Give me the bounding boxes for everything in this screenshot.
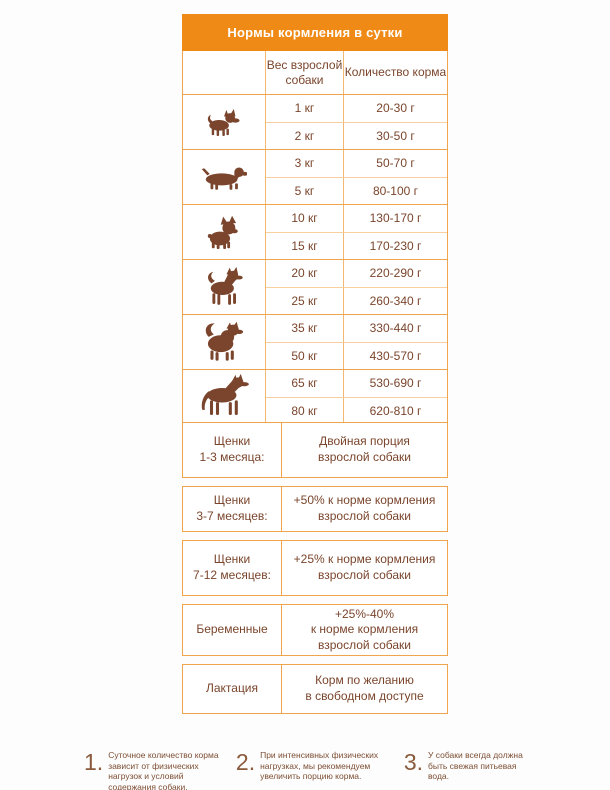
weight-value: 10 кг [266, 205, 344, 232]
bulldog-dog-icon [183, 205, 266, 259]
amount-value: 130-170 г [369, 211, 422, 226]
amount-value: 170-230 г [369, 238, 422, 253]
column-header-row: Вес взрослой собаки Количество корма [183, 51, 447, 95]
table-title: Нормы кормления в сутки [182, 14, 448, 51]
table-row: 65 кг 530-690 г [266, 370, 447, 397]
column-header-empty [183, 51, 266, 94]
special-row-lactation: Лактация Корм по желанию в свободном дос… [182, 664, 448, 714]
dachshund-dog-icon [183, 150, 266, 204]
special-label: Беременные [183, 605, 282, 655]
weight-group-dachshund: 3 кг 50-70 г 5 кг 80-100 г [183, 150, 447, 205]
table-row: 50 кг 430-570 г [266, 341, 447, 369]
feeding-table: Нормы кормления в сутки Вес взрослой соб… [182, 14, 448, 425]
weight-value: 5 кг [266, 177, 344, 204]
special-row-pregnant: Беременные +25%-40% к норме кормления вз… [182, 604, 448, 656]
weight-group-toy: 1 кг 20-30 г 2 кг 30-50 г [183, 95, 447, 150]
weight-value: 25 кг [266, 287, 344, 314]
weight-value: 80 кг [266, 397, 344, 424]
weight-value: 65 кг [266, 370, 344, 397]
amount-value: 530-690 г [369, 376, 422, 391]
special-label: Щенки 1-3 месяца: [183, 423, 282, 477]
footnote-number: 3. [403, 749, 423, 775]
amount-value: 220-290 г [369, 266, 422, 281]
table-row: 5 кг 80-100 г [266, 176, 447, 204]
weight-value: 20 кг [266, 260, 344, 287]
special-label: Щенки 3-7 месяцев: [183, 487, 282, 531]
table-row: 10 кг 130-170 г [266, 205, 447, 232]
column-header-weight: Вес взрослой собаки [266, 51, 344, 94]
footnote-3: 3. У собаки всегда должна быть свежая пи… [404, 750, 536, 790]
weight-value: 35 кг [266, 315, 344, 342]
weight-group-spitz: 35 кг 330-440 г 50 кг 430-570 г [183, 315, 447, 370]
table-row: 3 кг 50-70 г [266, 150, 447, 177]
weight-value: 50 кг [266, 342, 344, 369]
special-label: Щенки 7-12 месяцев: [183, 541, 282, 595]
table-row: 20 кг 220-290 г [266, 260, 447, 287]
special-value: +25% к норме кормления взрослой собаки [293, 552, 436, 582]
amount-value: 80-100 г [372, 183, 419, 198]
special-row-puppies-7-12: Щенки 7-12 месяцев: +25% к норме кормлен… [182, 540, 448, 596]
weight-value: 3 кг [266, 150, 344, 177]
amount-value: 30-50 г [376, 128, 415, 143]
special-value: +50% к норме кормления взрослой собаки [293, 493, 436, 523]
special-feeding-section: Щенки 1-3 месяца: Двойная порция взросло… [182, 422, 448, 714]
column-header-amount: Количество корма [344, 65, 447, 79]
footnotes: 1. Суточное количество корма зависит от … [84, 750, 536, 790]
special-row-puppies-1-3: Щенки 1-3 месяца: Двойная порция взросло… [182, 422, 448, 478]
special-value: Корм по желанию в свободном доступе [305, 673, 424, 703]
weight-value: 2 кг [266, 122, 344, 149]
amount-value: 620-810 г [369, 403, 422, 418]
footnote-1: 1. Суточное количество корма зависит от … [84, 750, 230, 790]
table-row: 1 кг 20-30 г [266, 95, 447, 122]
footnote-text: При интенсивных физических нагрузках, мы… [260, 750, 379, 781]
large-dog-icon [183, 370, 266, 424]
special-value: Двойная порция взрослой собаки [318, 434, 411, 464]
table-row: 80 кг 620-810 г [266, 396, 447, 424]
weight-value: 15 кг [266, 232, 344, 259]
spitz-dog-icon [183, 315, 266, 369]
amount-value: 260-340 г [369, 293, 422, 308]
weight-group-medium: 20 кг 220-290 г 25 кг 260-340 г [183, 260, 447, 315]
special-value: +25%-40% к норме кормления взрослой соба… [310, 606, 419, 652]
footnote-text: Суточное количество корма зависит от физ… [108, 750, 219, 790]
table-row: 15 кг 170-230 г [266, 231, 447, 259]
table-row: 2 кг 30-50 г [266, 121, 447, 149]
medium-dog-icon [183, 260, 266, 314]
footnote-2: 2. При интенсивных физических нагрузках,… [236, 750, 398, 790]
weight-table-body: Вес взрослой собаки Количество корма [182, 51, 448, 425]
footnote-number: 1. [84, 749, 104, 775]
special-label: Лактация [183, 665, 282, 713]
footnote-text: У собаки всегда должна быть свежая питье… [428, 750, 523, 781]
weight-group-bulldog: 10 кг 130-170 г 15 кг 170-230 г [183, 205, 447, 260]
weight-group-large: 65 кг 530-690 г 80 кг 620-810 г [183, 370, 447, 424]
special-row-puppies-3-7: Щенки 3-7 месяцев: +50% к норме кормлени… [182, 486, 448, 532]
amount-value: 20-30 г [376, 101, 415, 116]
toy-dog-icon [183, 95, 266, 149]
footnote-number: 2. [235, 749, 256, 775]
amount-value: 330-440 г [369, 321, 422, 336]
weight-value: 1 кг [266, 95, 344, 122]
table-row: 25 кг 260-340 г [266, 286, 447, 314]
table-row: 35 кг 330-440 г [266, 315, 447, 342]
amount-value: 430-570 г [369, 348, 422, 363]
amount-value: 50-70 г [376, 156, 415, 171]
